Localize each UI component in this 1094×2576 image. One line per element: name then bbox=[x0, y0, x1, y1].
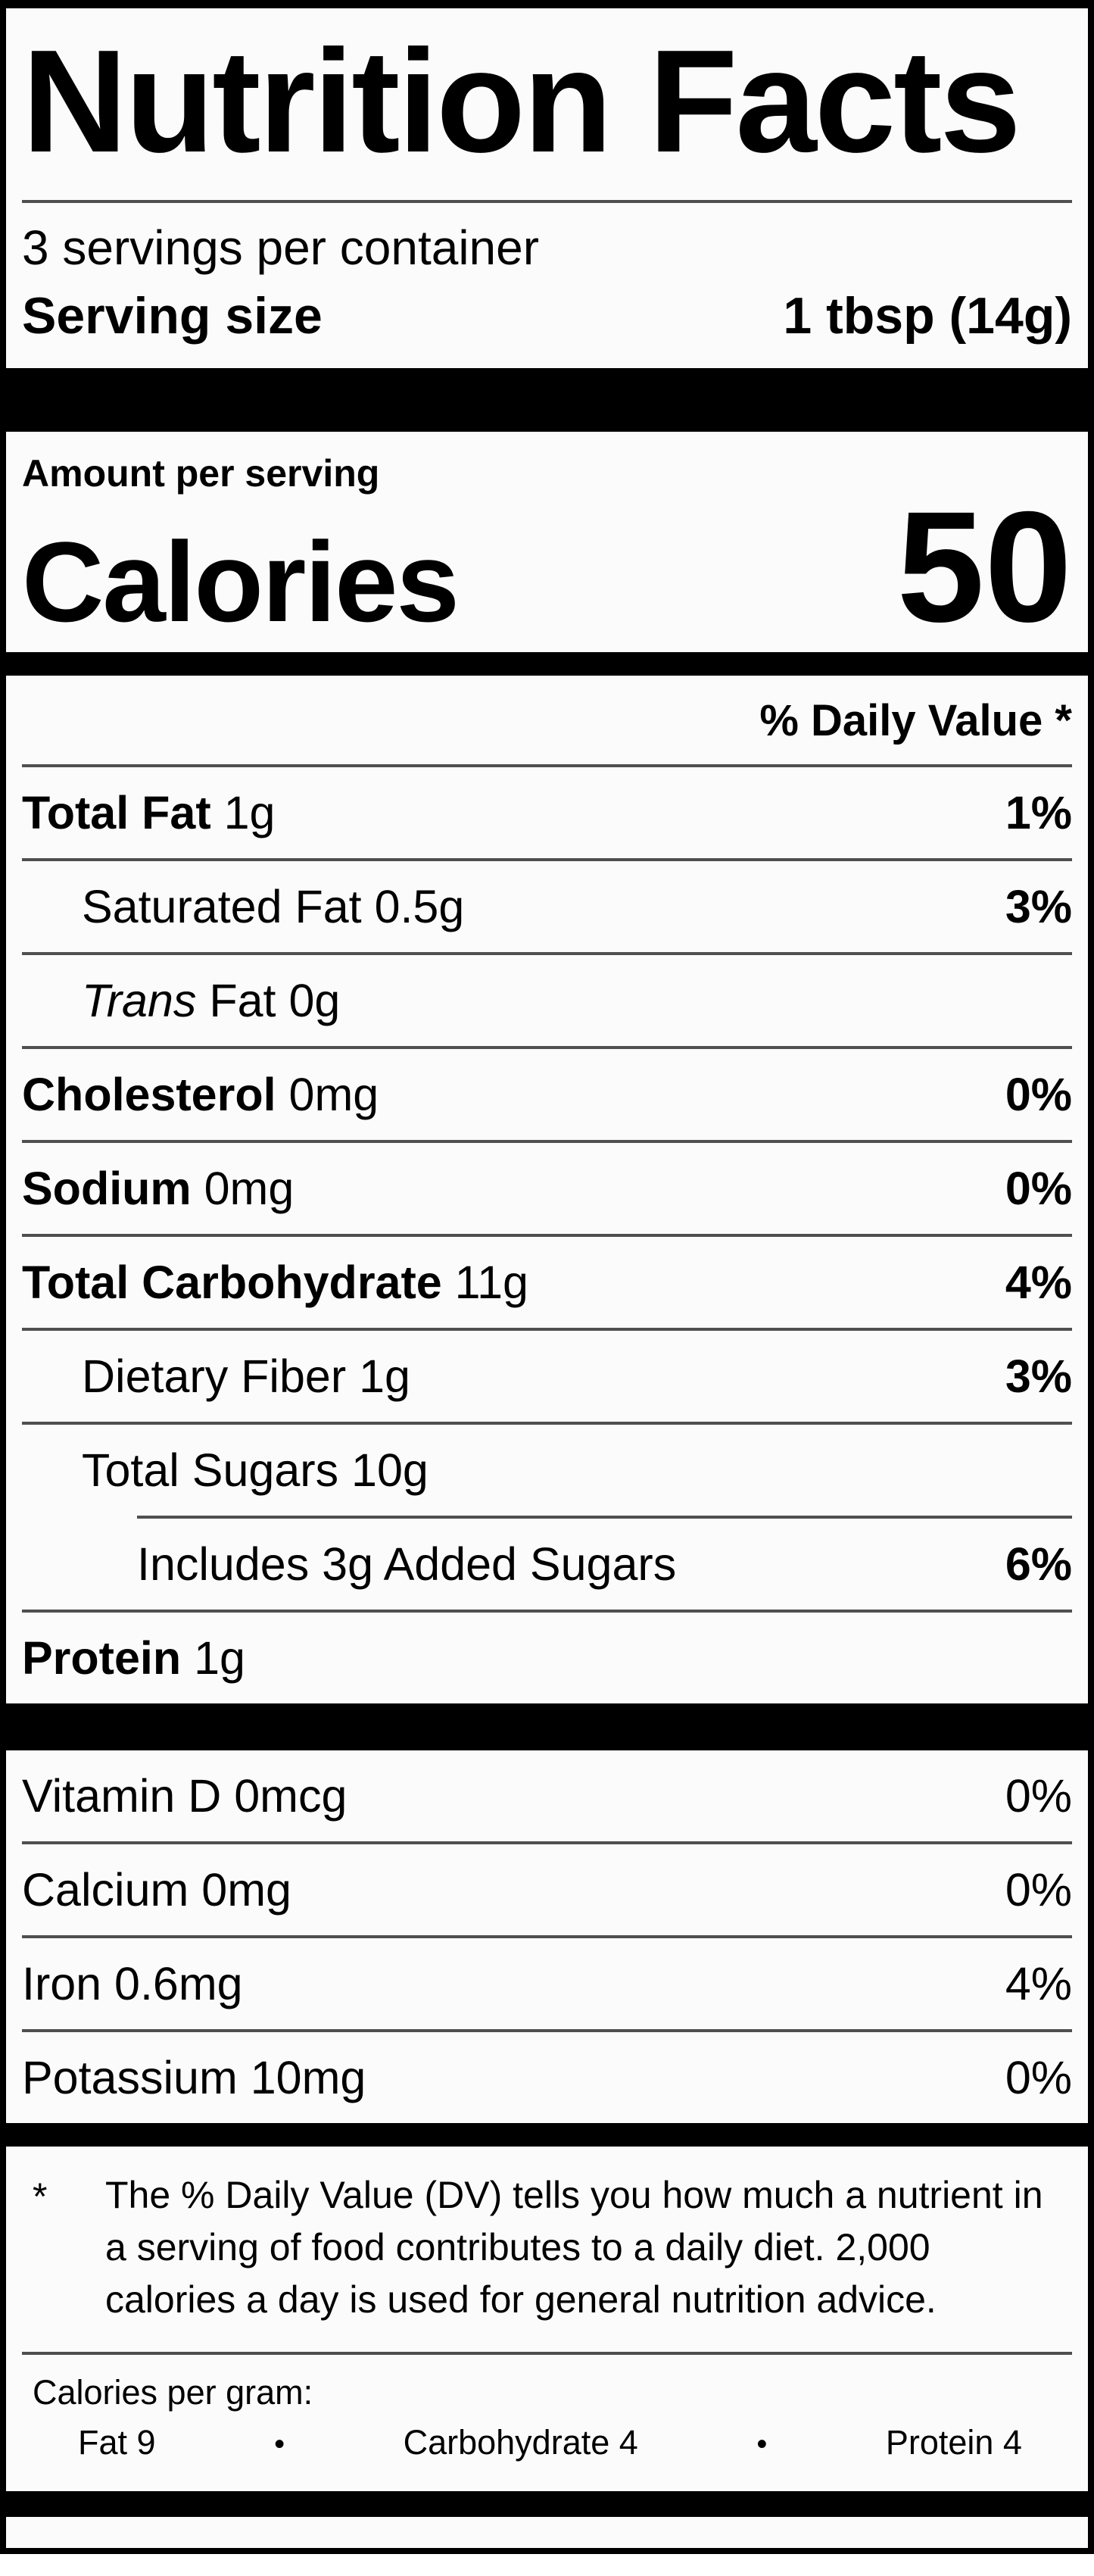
thick-bar-vitamins bbox=[6, 2123, 1088, 2147]
nutrient-name-amount: Trans Fat 0g bbox=[22, 974, 340, 1027]
nutrient-name: Includes 3g Added Sugars bbox=[137, 1538, 677, 1590]
daily-value-header: % Daily Value * bbox=[759, 696, 1072, 745]
bullet-icon: • bbox=[756, 2428, 768, 2461]
calories-per-gram-heading: Calories per gram: bbox=[33, 2373, 313, 2412]
nutrient-amount: Fat 0g bbox=[209, 975, 341, 1026]
footnote-text: The % Daily Value (DV) tells you how muc… bbox=[105, 2174, 1043, 2321]
nutrient-name: Dietary Fiber bbox=[82, 1350, 347, 1402]
nutrient-name: Trans bbox=[82, 975, 197, 1026]
nutrient-row-total-carbohydrate: Total Carbohydrate 11g 4% bbox=[22, 1234, 1072, 1328]
calories-row: Calories 50 bbox=[22, 479, 1072, 655]
nutrient-name-amount: Protein 1g bbox=[22, 1631, 245, 1685]
nutrient-name: Cholesterol bbox=[22, 1069, 276, 1120]
amount-per-serving: Amount per serving bbox=[22, 452, 380, 495]
cpg-carbohydrate: Carbohydrate 4 bbox=[403, 2423, 638, 2462]
vitamin-dv: 0% bbox=[1005, 1770, 1072, 1822]
vitamin-name-amount: Vitamin D 0mcg bbox=[22, 1770, 348, 1822]
nutrient-amount: 0.5g bbox=[374, 881, 465, 932]
cpg-protein: Protein 4 bbox=[885, 2423, 1022, 2462]
thick-bar-calories bbox=[6, 652, 1088, 676]
nutrient-dv: 3% bbox=[1005, 881, 1072, 932]
nutrient-row-protein: Protein 1g bbox=[22, 1610, 1072, 1703]
nutrient-row-dietary-fiber: Dietary Fiber 1g 3% bbox=[22, 1328, 1072, 1422]
vitamin-row-vitamin-d: Vitamin D 0mcg 0% bbox=[22, 1750, 1072, 1841]
calories-per-gram-divider bbox=[22, 2352, 1072, 2355]
nutrient-row-total-fat: Total Fat 1g 1% bbox=[22, 764, 1072, 858]
nutrient-name: Saturated Fat bbox=[82, 881, 362, 932]
nutrient-name: Sodium bbox=[22, 1163, 192, 1214]
nutrient-name: Protein bbox=[22, 1632, 182, 1684]
calories-value: 50 bbox=[896, 479, 1072, 655]
vitamin-name-amount: Iron 0.6mg bbox=[22, 1958, 243, 2009]
nutrient-name: Total Fat bbox=[22, 787, 211, 838]
title-divider bbox=[22, 200, 1072, 203]
thick-bar-serving bbox=[6, 368, 1088, 432]
nutrient-amount: 0mg bbox=[288, 1069, 379, 1120]
nutrient-amount: 1g bbox=[223, 787, 276, 838]
calories-per-gram-row: Fat 9 • Carbohydrate 4 • Protein 4 bbox=[22, 2423, 1072, 2470]
vitamin-row-potassium: Potassium 10mg 0% bbox=[22, 2029, 1072, 2123]
nutrient-name-amount: Includes 3g Added Sugars bbox=[22, 1538, 676, 1591]
nutrient-name-amount: Total Sugars 10g bbox=[22, 1444, 429, 1497]
serving-size-row: Serving size 1 tbsp (14g) bbox=[22, 286, 1072, 345]
label-title: Nutrition Facts bbox=[22, 19, 1021, 183]
thick-bar-protein bbox=[6, 1703, 1088, 1750]
nutrient-row-saturated-fat: Saturated Fat 0.5g 3% bbox=[22, 858, 1072, 952]
vitamin-row-iron: Iron 0.6mg 4% bbox=[22, 1935, 1072, 2029]
nutrient-name: Total Sugars bbox=[82, 1444, 339, 1496]
footnote: * The % Daily Value (DV) tells you how m… bbox=[22, 2147, 1072, 2352]
vitamin-dv: 0% bbox=[1005, 2052, 1072, 2103]
serving-size-label: Serving size bbox=[22, 287, 323, 345]
vitamin-row-calcium: Calcium 0mg 0% bbox=[22, 1841, 1072, 1935]
nutrient-name-amount: Saturated Fat 0.5g bbox=[22, 880, 464, 933]
calories-label: Calories bbox=[22, 518, 460, 645]
vitamin-dv: 0% bbox=[1005, 1864, 1072, 1916]
nutrient-row-trans-fat: Trans Fat 0g bbox=[22, 952, 1072, 1046]
nutrient-name-amount: Total Fat 1g bbox=[22, 786, 275, 839]
nutrient-dv: 3% bbox=[1005, 1350, 1072, 1402]
nutrient-dv: 4% bbox=[1005, 1257, 1072, 1308]
nutrient-amount: 1g bbox=[194, 1632, 245, 1684]
nutrient-amount: 10g bbox=[351, 1444, 429, 1496]
serving-size-value: 1 tbsp (14g) bbox=[783, 287, 1072, 345]
vitamin-name-amount: Potassium 10mg bbox=[22, 2052, 366, 2103]
added-sugars-divider bbox=[137, 1516, 1072, 1519]
servings-per-container: 3 servings per container bbox=[22, 220, 540, 275]
nutrient-dv: 0% bbox=[1005, 1163, 1072, 1214]
nutrient-dv: 6% bbox=[1005, 1538, 1072, 1590]
nutrient-dv: 1% bbox=[1005, 787, 1072, 838]
nutrient-row-added-sugars: Includes 3g Added Sugars 6% bbox=[22, 1519, 1072, 1610]
nutrient-amount: 1g bbox=[359, 1350, 410, 1402]
nutrient-row-total-sugars: Total Sugars 10g bbox=[22, 1422, 1072, 1516]
vitamin-name-amount: Calcium 0mg bbox=[22, 1864, 291, 1916]
nutrient-name: Total Carbohydrate bbox=[22, 1257, 442, 1308]
vitamin-dv: 4% bbox=[1005, 1958, 1072, 2009]
nutrient-row-sodium: Sodium 0mg 0% bbox=[22, 1140, 1072, 1234]
nutrient-name-amount: Cholesterol 0mg bbox=[22, 1068, 379, 1121]
bottom-border-bar bbox=[6, 2491, 1088, 2517]
nutrient-amount: 11g bbox=[454, 1257, 528, 1308]
nutrient-dv: 0% bbox=[1005, 1069, 1072, 1120]
cpg-fat: Fat 9 bbox=[78, 2423, 156, 2462]
nutrient-row-cholesterol: Cholesterol 0mg 0% bbox=[22, 1046, 1072, 1140]
footnote-asterisk: * bbox=[33, 2175, 48, 2218]
nutrient-name-amount: Sodium 0mg bbox=[22, 1162, 294, 1215]
bullet-icon: • bbox=[274, 2428, 285, 2461]
nutrient-name-amount: Dietary Fiber 1g bbox=[22, 1350, 410, 1403]
nutrient-name-amount: Total Carbohydrate 11g bbox=[22, 1256, 528, 1309]
nutrient-amount: 0mg bbox=[204, 1163, 295, 1214]
